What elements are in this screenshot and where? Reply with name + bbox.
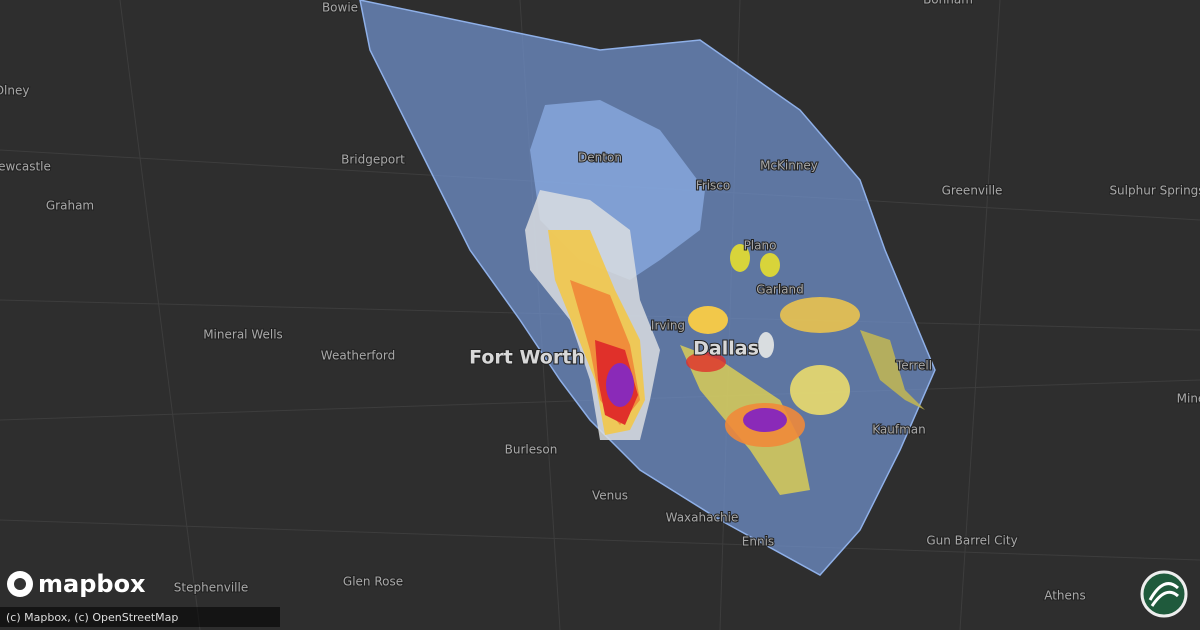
mapbox-logo: mapbox: [7, 570, 146, 598]
city-label: Plano: [744, 239, 777, 253]
brand-badge: [1140, 570, 1188, 618]
city-label: Terrell: [895, 359, 932, 373]
city-label: Mineola: [1177, 392, 1200, 406]
city-label: Venus: [592, 489, 628, 503]
attribution: (c) Mapbox, (c) OpenStreetMap: [6, 611, 178, 624]
logo-text: mapbox: [38, 570, 146, 598]
attribution-box: [0, 607, 280, 627]
city-label: Frisco: [696, 179, 731, 193]
city-label: Athens: [1044, 589, 1086, 603]
city-label: Bridgeport: [341, 153, 405, 167]
storm-swaths: [525, 190, 925, 495]
city-label: Bowie: [322, 1, 358, 15]
city-label: Fort Worth: [469, 347, 585, 369]
city-label: Sulphur Springs: [1109, 184, 1200, 198]
city-label: Weatherford: [321, 349, 395, 363]
city-label: Olney: [0, 84, 29, 98]
city-label: Mineral Wells: [203, 328, 283, 342]
city-label: Glen Rose: [343, 575, 403, 589]
city-label: Ennis: [742, 535, 774, 549]
city-label: Garland: [756, 283, 804, 297]
city-label: Stephenville: [174, 581, 248, 595]
city-label: Newcastle: [0, 160, 51, 174]
city-label: Waxahachie: [666, 511, 739, 525]
city-label: Greenville: [942, 184, 1003, 198]
city-label: McKinney: [760, 159, 818, 173]
city-label: Denton: [578, 151, 622, 165]
city-label: Burleson: [505, 443, 558, 457]
city-label: Irving: [651, 319, 685, 333]
city-label: Bonham: [923, 0, 973, 7]
city-label: Dallas: [693, 338, 759, 360]
city-label: Graham: [46, 199, 94, 213]
city-labels: Bowie Bonham Olney Newcastle Graham Bridgepor…: [0, 0, 1200, 604]
city-label: Gun Barrel City: [926, 534, 1017, 548]
city-label: Kaufman: [872, 423, 926, 437]
